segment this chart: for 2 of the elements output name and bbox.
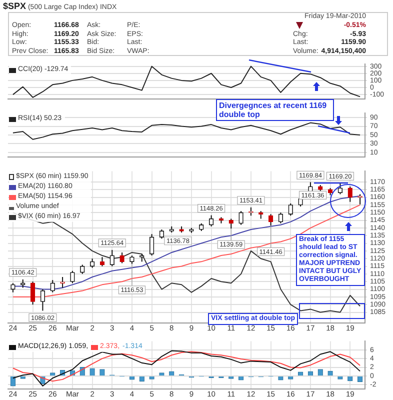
annotation: Divergegnces at recent 1169 double top <box>216 99 334 121</box>
text: $SPX <box>3 1 26 11</box>
